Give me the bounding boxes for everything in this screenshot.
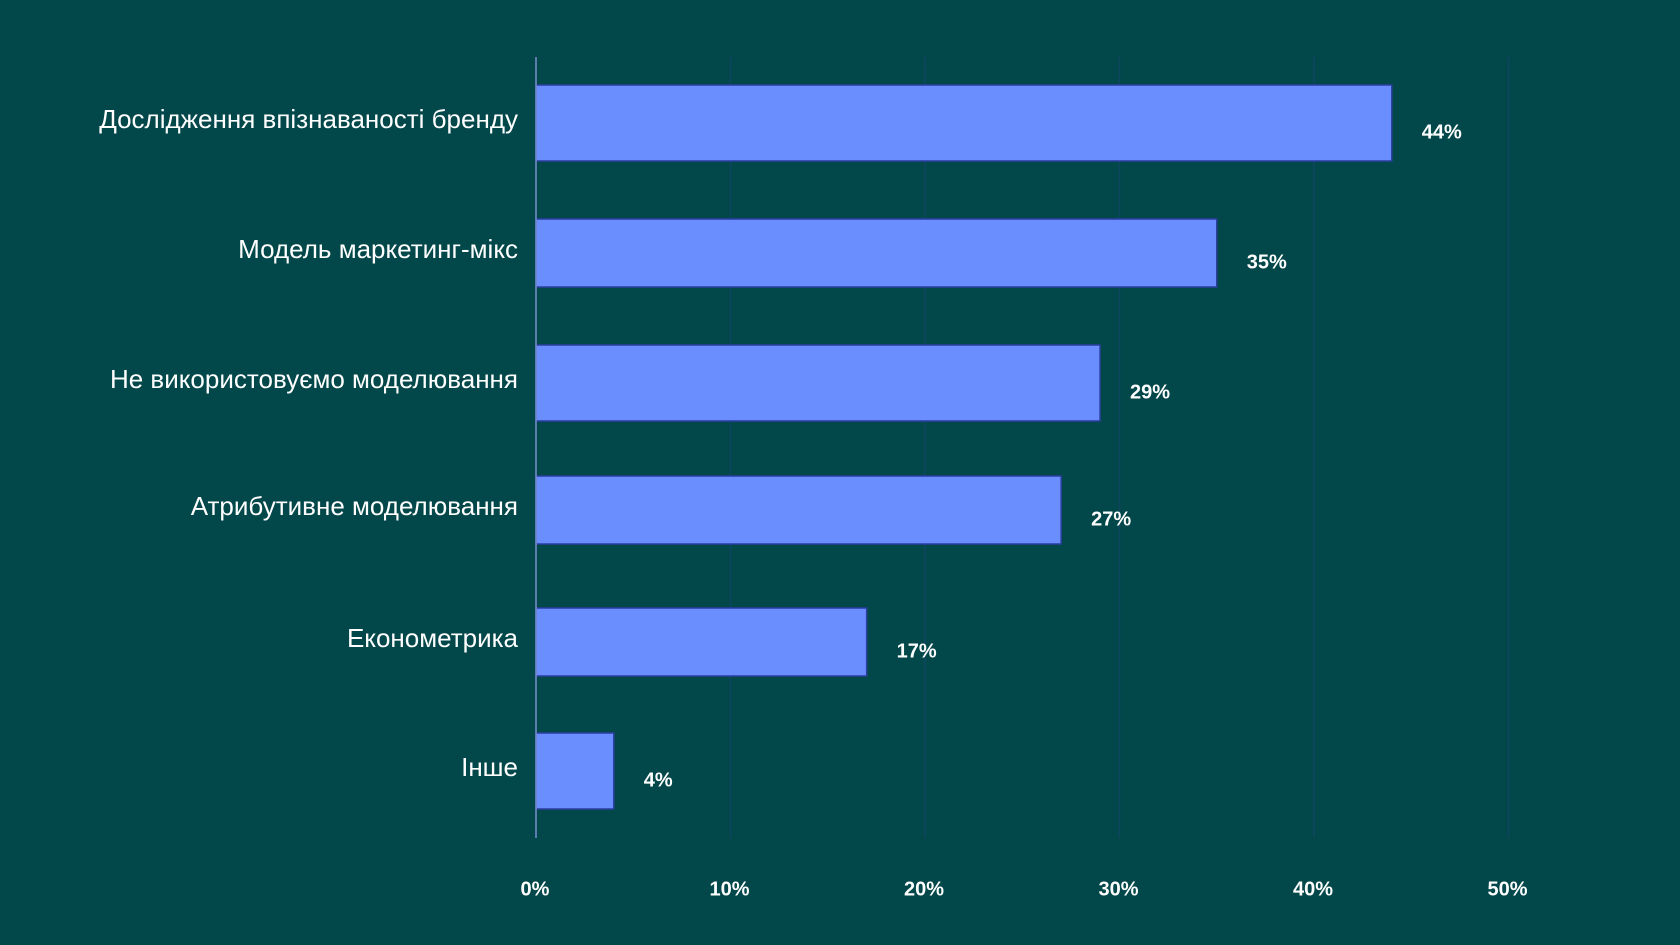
value-label: 35%	[1247, 251, 1287, 273]
category-label: Дослідження впізнаваності бренду	[99, 104, 518, 134]
x-tick-labels: 0% 10% 20% 30% 40% 50%	[521, 878, 1528, 900]
value-label: 29%	[1130, 381, 1170, 403]
bar	[535, 218, 1218, 288]
bar	[535, 475, 1062, 545]
x-tick-label: 40%	[1293, 878, 1333, 900]
x-tick-label: 0%	[521, 878, 550, 900]
x-tick-label: 20%	[904, 878, 944, 900]
category-label: Атрибутивне моделювання	[191, 491, 518, 521]
category-label: Не використовуємо моделювання	[110, 364, 518, 394]
x-tick-label: 30%	[1098, 878, 1138, 900]
value-label: 17%	[897, 640, 937, 662]
category-labels: Дослідження впізнаваності бренду Модель м…	[99, 104, 518, 782]
value-label: 27%	[1091, 508, 1131, 530]
grid-lines	[729, 57, 1510, 838]
x-tick-label: 50%	[1487, 878, 1527, 900]
bar	[535, 607, 868, 677]
value-label: 4%	[644, 769, 673, 791]
category-label: Інше	[461, 752, 518, 782]
value-label: 44%	[1422, 121, 1462, 143]
bar	[535, 84, 1393, 162]
bar	[535, 344, 1101, 422]
x-tick-label: 10%	[709, 878, 749, 900]
bar	[535, 732, 615, 810]
category-label: Економетрика	[347, 623, 519, 653]
value-labels: 44% 35% 29% 27% 17% 4%	[644, 121, 1462, 791]
category-label: Модель маркетинг-мікс	[238, 234, 518, 264]
bars	[535, 84, 1393, 810]
